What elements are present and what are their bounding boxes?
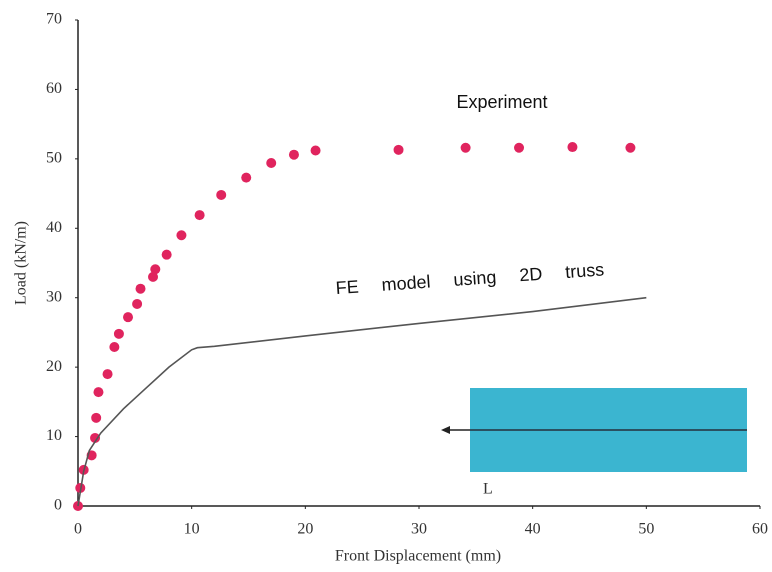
x-tick-label: 0 [74, 521, 82, 538]
data-point [241, 173, 251, 183]
data-point [91, 413, 101, 423]
x-tick-label: 50 [638, 521, 654, 538]
data-point [216, 190, 226, 200]
fe-annotation: FE model using 2D truss [335, 259, 605, 298]
x-axis-label: Front Displacement (mm) [335, 548, 501, 565]
data-point [103, 369, 113, 379]
data-point [150, 264, 160, 274]
inset-arrowhead [441, 426, 450, 434]
chart: L Front Displacement (mm) Load (kN/m) Ex… [0, 0, 772, 572]
data-point [162, 250, 172, 260]
data-point [195, 210, 205, 220]
data-point [289, 150, 299, 160]
data-point [311, 146, 321, 156]
y-tick-label: 40 [46, 219, 62, 236]
y-tick-label: 30 [46, 288, 62, 305]
data-point [625, 143, 635, 153]
data-point [93, 387, 103, 397]
y-tick-label: 50 [46, 150, 62, 167]
data-point [394, 145, 404, 155]
data-point [461, 143, 471, 153]
data-point [266, 158, 276, 168]
inset-label: L [483, 481, 493, 498]
data-point [132, 299, 142, 309]
data-point [123, 312, 133, 322]
y-tick-label: 20 [46, 358, 62, 375]
y-tick-label: 10 [46, 427, 62, 444]
x-tick-label: 10 [184, 521, 200, 538]
x-tick-label: 40 [525, 521, 541, 538]
y-tick-label: 70 [46, 11, 62, 28]
experiment-annotation: Experiment [456, 92, 547, 112]
data-point [109, 342, 119, 352]
data-point [136, 284, 146, 294]
x-tick-label: 30 [411, 521, 427, 538]
x-tick-label: 60 [752, 521, 768, 538]
data-point [114, 329, 124, 339]
data-point [514, 143, 524, 153]
y-axis-label: Load (kN/m) [13, 221, 30, 305]
data-point [567, 142, 577, 152]
y-tick-label: 0 [54, 497, 62, 514]
y-tick-label: 60 [46, 80, 62, 97]
data-point [176, 230, 186, 240]
x-tick-label: 20 [297, 521, 313, 538]
